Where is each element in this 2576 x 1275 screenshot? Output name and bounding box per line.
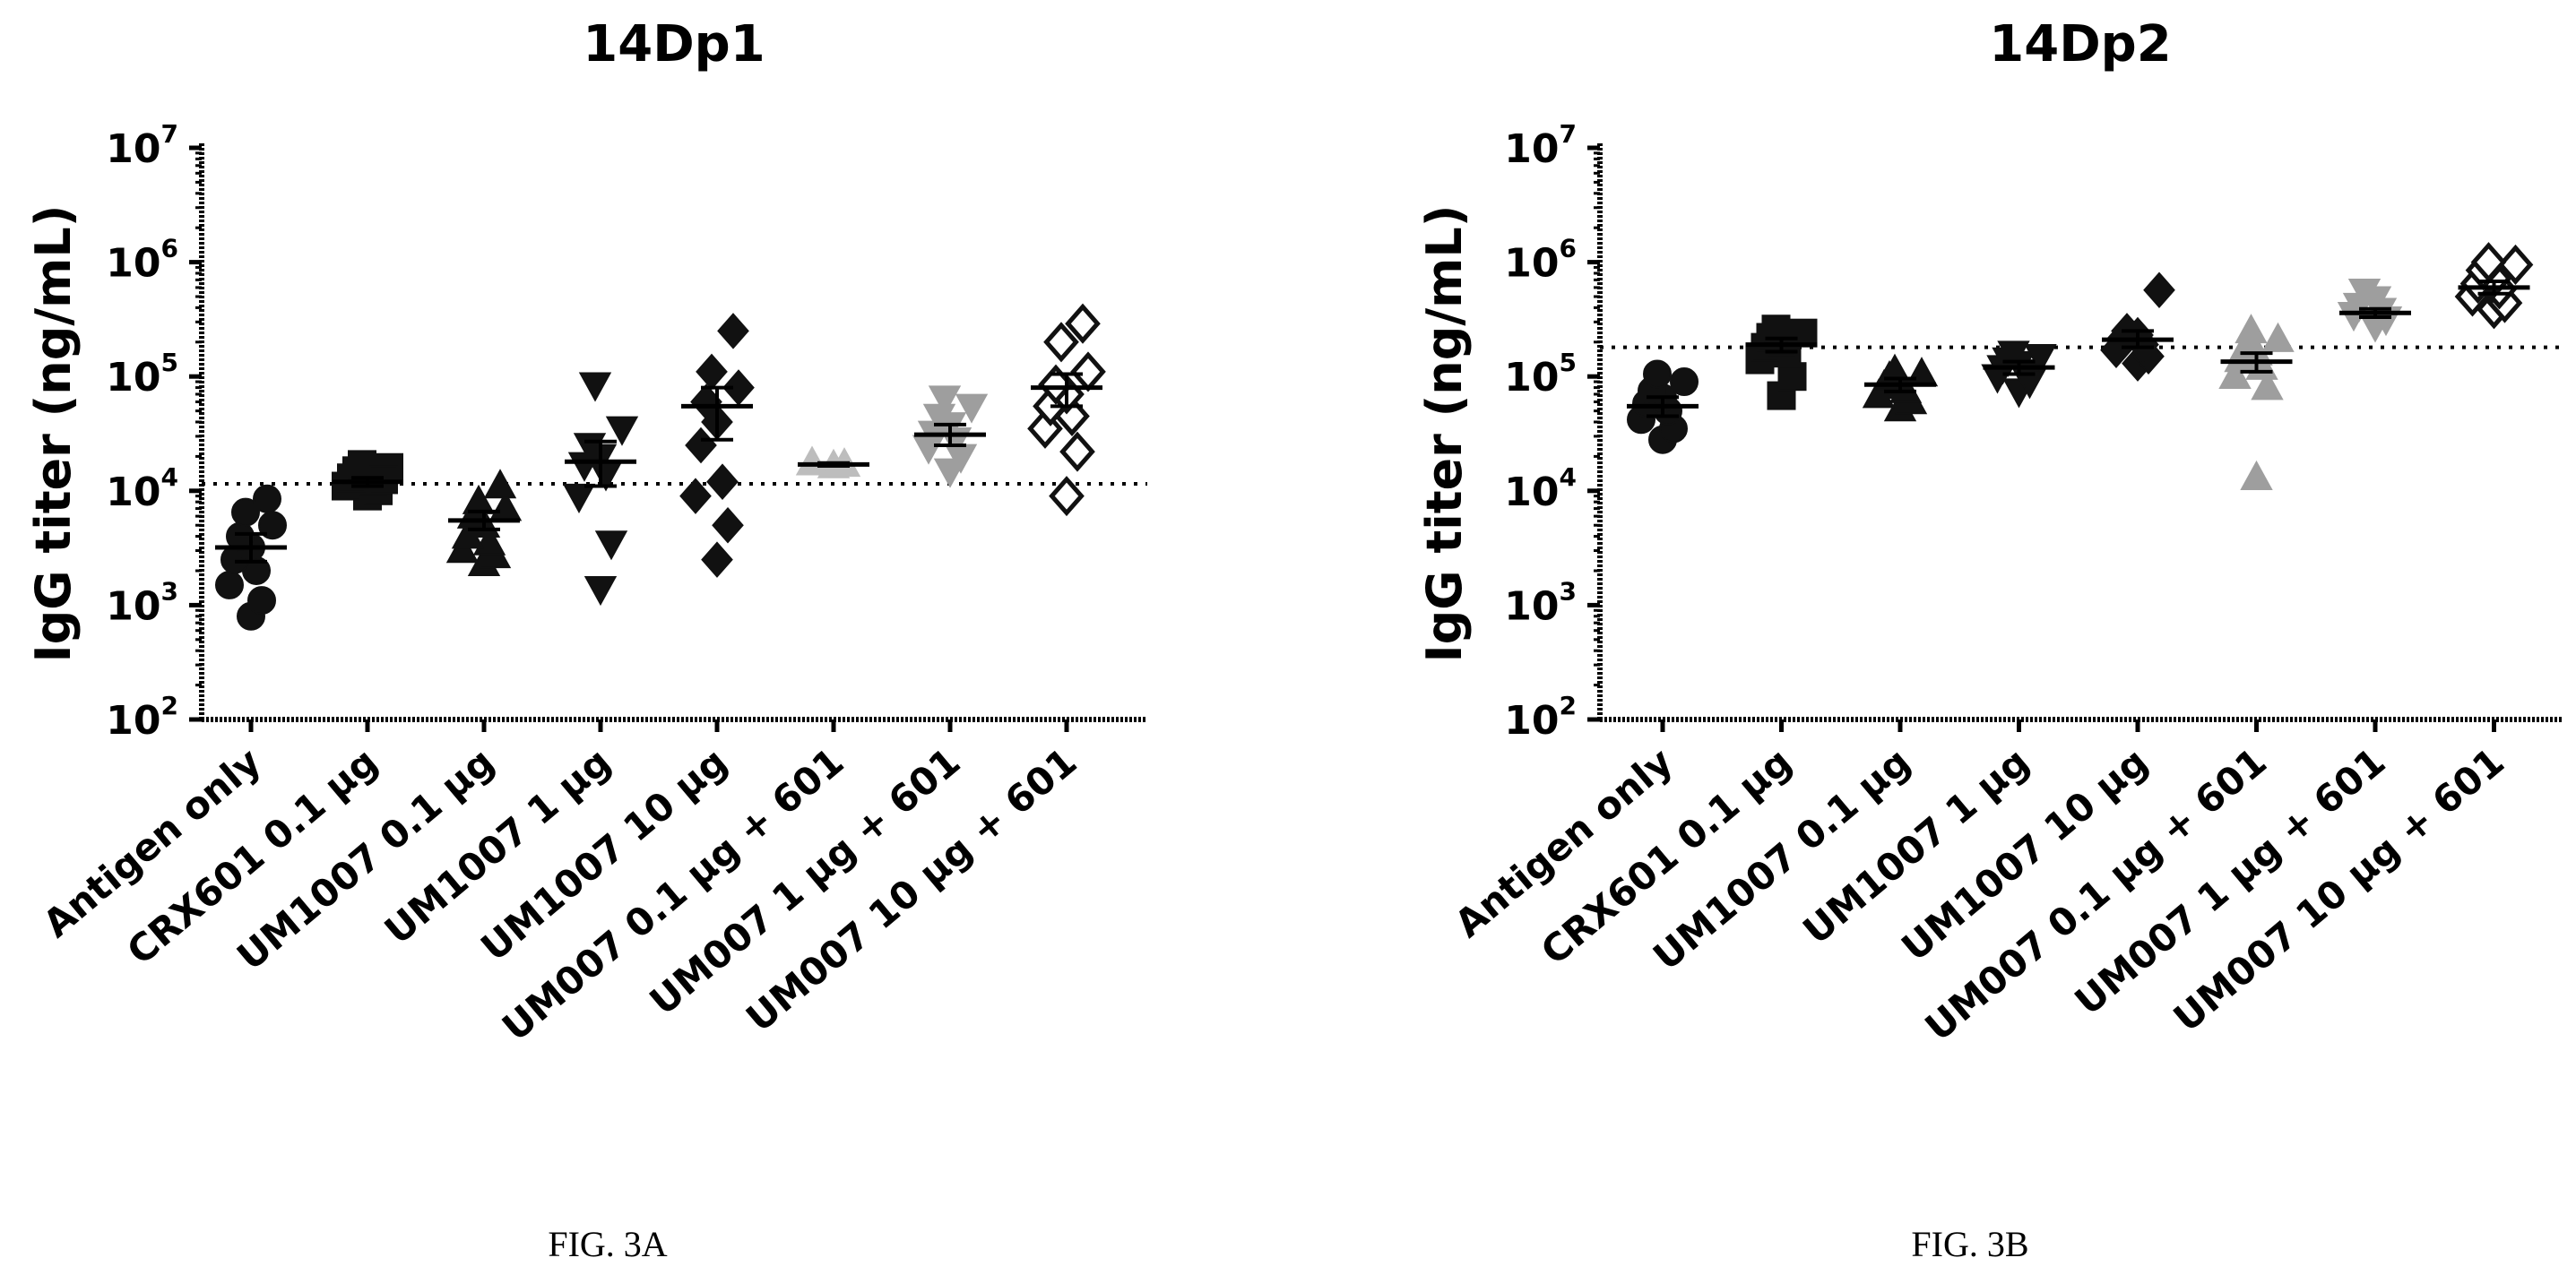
data-point (583, 576, 618, 607)
data-point (483, 469, 517, 499)
data-point (701, 541, 733, 578)
chart-title: 14Dp1 (583, 15, 765, 73)
data-point (2261, 322, 2295, 352)
data-point (712, 506, 744, 544)
data-point (247, 586, 276, 616)
data-point (253, 484, 281, 513)
y-tick-label: 103 (1504, 576, 1577, 629)
data-point (1905, 357, 1939, 387)
data-point (717, 313, 749, 349)
data-point (594, 530, 628, 561)
y-tick-label: 106 (1504, 234, 1577, 287)
data-point (2218, 358, 2252, 389)
data-point (1059, 431, 1095, 472)
chart-panel-14dp2: 14Dp2 IgG titer (ng/mL) 102 103 104 105 106 107… (1416, 15, 2562, 1264)
data-point (2024, 343, 2057, 375)
data-point (462, 484, 496, 514)
data-point (1997, 340, 2030, 371)
y-axis-label: IgG titer (ng/mL) (1416, 205, 1473, 663)
data-point (2240, 460, 2273, 491)
y-tick-label: 104 (106, 462, 178, 515)
data-point (2143, 271, 2175, 309)
data-point (2470, 242, 2507, 283)
y-tick-label: 107 (1504, 119, 1577, 172)
y-tick-label: 105 (106, 348, 178, 401)
data-point (696, 353, 728, 391)
y-tick-label: 104 (1504, 462, 1577, 515)
y-tick-label: 105 (1504, 348, 1577, 401)
y-tick-label: 107 (106, 119, 178, 172)
data-point (2235, 314, 2268, 344)
chart-title: 14Dp2 (1989, 15, 2171, 73)
data-point (928, 385, 962, 416)
data-point (215, 570, 244, 599)
figure-caption: FIG. 3A (548, 1224, 667, 1264)
data-point (2497, 244, 2534, 285)
figure-caption: FIG. 3B (1911, 1224, 2028, 1264)
data-point (1878, 353, 1912, 383)
data-point (231, 497, 260, 527)
data-point (1670, 367, 1699, 397)
data-point (1777, 362, 1807, 392)
data-point (578, 372, 612, 402)
data-point (795, 445, 829, 476)
data-point (1065, 303, 1101, 344)
y-tick-label: 106 (106, 234, 178, 287)
data-point (955, 393, 989, 424)
data-point (1049, 476, 1085, 517)
data-point (1070, 351, 1106, 392)
y-tick-label: 102 (106, 691, 178, 744)
data-point (2347, 278, 2382, 309)
data-point (1043, 322, 1079, 363)
data-point (1643, 359, 1672, 389)
y-tick-label: 102 (1504, 691, 1577, 744)
data-point (2251, 370, 2284, 401)
y-tick-label: 103 (106, 576, 178, 629)
chart-panel-14dp1: 14Dp1 IgG titer (ng/mL) 102 103 104 105 106 107… (25, 15, 1147, 1264)
data-point (562, 483, 596, 513)
data-point (679, 478, 712, 514)
data-point (706, 463, 739, 500)
data-point (605, 416, 639, 446)
y-axis-label: IgG titer (ng/mL) (25, 205, 82, 663)
